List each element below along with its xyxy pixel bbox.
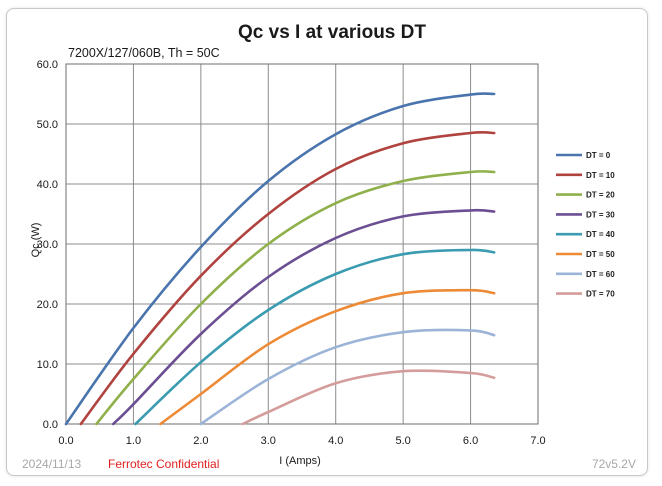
x-tick-label: 0.0 xyxy=(58,435,73,447)
x-tick-label: 1.0 xyxy=(126,435,141,447)
y-tick-label: 0.0 xyxy=(43,419,58,431)
series-line-3 xyxy=(111,208,496,426)
y-tick-label: 30.0 xyxy=(37,239,58,251)
chart-title: Qc vs I at various DT xyxy=(238,22,426,43)
y-tick-label: 10.0 xyxy=(37,359,58,371)
legend-label: DT = 30 xyxy=(586,210,615,219)
y-axis-label: Qc (W) xyxy=(30,223,42,258)
series-lines xyxy=(64,92,496,426)
chart-subtitle: 7200X/127/060B, Th = 50C xyxy=(68,46,220,60)
series-line-4 xyxy=(134,248,496,426)
y-tick-label: 60.0 xyxy=(37,59,58,71)
grid xyxy=(65,63,539,425)
x-tick-label: 4.0 xyxy=(328,435,343,447)
legend-label: DT = 0 xyxy=(586,151,611,160)
x-tick-label: 5.0 xyxy=(395,435,410,447)
plot-area-border xyxy=(65,63,539,425)
legend-label: DT = 60 xyxy=(586,270,615,279)
plot-border xyxy=(65,63,539,425)
footer-version: 72v5.2V xyxy=(592,457,636,471)
footer-confidential: Ferrotec Confidential xyxy=(108,457,219,471)
y-tick-labels: 0.0 10.0 20.0 30.0 40.0 50.0 60.0 xyxy=(37,59,58,431)
series-line-6 xyxy=(199,328,496,426)
x-axis-label: I (Amps) xyxy=(279,455,321,467)
series-line-0 xyxy=(64,92,496,426)
x-tick-label: 7.0 xyxy=(530,435,545,447)
legend-label: DT = 20 xyxy=(586,191,615,200)
y-tick-label: 50.0 xyxy=(37,119,58,131)
legend: DT = 0 DT = 10 DT = 20 DT = 30 DT = 40 DT = 5… xyxy=(556,151,615,299)
x-tick-label: 2.0 xyxy=(193,435,208,447)
legend-label: DT = 40 xyxy=(586,230,615,239)
series-line-5 xyxy=(159,288,496,426)
series-line-1 xyxy=(79,130,496,426)
y-tick-label: 40.0 xyxy=(37,179,58,191)
legend-label: DT = 50 xyxy=(586,250,615,259)
x-tick-label: 6.0 xyxy=(463,435,478,447)
y-tick-label: 20.0 xyxy=(37,299,58,311)
series-line-2 xyxy=(95,170,496,426)
footer-date: 2024/11/13 xyxy=(22,457,81,471)
series-line-7 xyxy=(241,369,496,426)
x-tick-labels: 0.0 1.0 2.0 3.0 4.0 5.0 6.0 7.0 xyxy=(58,435,545,447)
legend-label: DT = 10 xyxy=(586,171,615,180)
x-tick-label: 3.0 xyxy=(261,435,276,447)
legend-label: DT = 70 xyxy=(586,290,615,299)
